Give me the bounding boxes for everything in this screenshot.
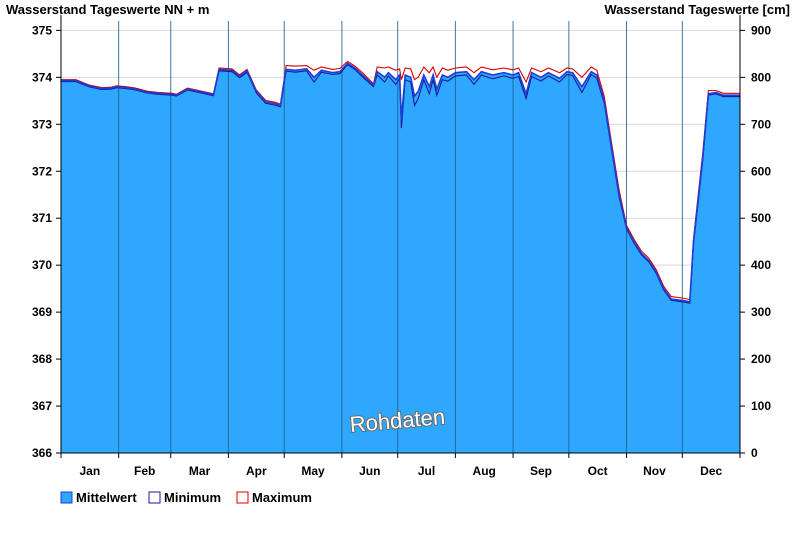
- right-tick-label-600: 600: [751, 164, 771, 178]
- left-tick-label-369: 369: [32, 305, 52, 319]
- left-tick-label-366: 366: [32, 446, 52, 460]
- left-tick-label-374: 374: [32, 70, 52, 84]
- right-tick-label-0: 0: [751, 446, 758, 460]
- legend-label-minimum: Minimum: [164, 490, 221, 505]
- plot-area: [61, 63, 740, 454]
- legend-item-maximum: Maximum: [236, 490, 312, 505]
- right-tick-label-800: 800: [751, 70, 771, 84]
- series-line-mittelwert: [61, 62, 740, 303]
- right-tick-label-200: 200: [751, 352, 771, 366]
- left-tick-label-367: 367: [32, 399, 52, 413]
- right-tick-label-300: 300: [751, 305, 771, 319]
- month-label-nov: Nov: [643, 464, 666, 478]
- axes: [56, 15, 745, 458]
- tick-labels: 366 367 368 369 370 371 372 373 374 375 0 100 200 300…: [32, 23, 771, 478]
- month-label-jan: Jan: [79, 464, 100, 478]
- left-tick-label-373: 373: [32, 117, 52, 131]
- legend-swatch-minimum: [148, 491, 161, 504]
- month-label-sep: Sep: [530, 464, 552, 478]
- month-label-feb: Feb: [134, 464, 155, 478]
- legend-item-minimum: Minimum: [148, 490, 221, 505]
- legend-label-mittelwert: Mittelwert: [76, 490, 137, 505]
- month-label-jul: Jul: [418, 464, 435, 478]
- right-tick-label-500: 500: [751, 211, 771, 225]
- right-axis-title: Wasserstand Tageswerte [cm]: [604, 2, 790, 17]
- left-axis-title: Wasserstand Tageswerte NN + m: [6, 2, 209, 17]
- left-tick-label-370: 370: [32, 258, 52, 272]
- series-lines: [61, 60, 740, 304]
- month-label-oct: Oct: [588, 464, 608, 478]
- left-tick-label-372: 372: [32, 164, 52, 178]
- legend-swatch-maximum: [236, 491, 249, 504]
- legend: Mittelwert Minimum Maximum: [60, 490, 312, 505]
- legend-label-maximum: Maximum: [252, 490, 312, 505]
- legend-item-mittelwert: Mittelwert: [60, 490, 137, 505]
- month-label-apr: Apr: [246, 464, 267, 478]
- right-tick-label-900: 900: [751, 23, 771, 37]
- right-tick-label-700: 700: [751, 117, 771, 131]
- left-tick-label-368: 368: [32, 352, 52, 366]
- right-tick-label-100: 100: [751, 399, 771, 413]
- left-tick-label-371: 371: [32, 211, 52, 225]
- month-label-aug: Aug: [473, 464, 496, 478]
- month-label-may: May: [301, 464, 325, 478]
- month-label-jun: Jun: [359, 464, 380, 478]
- right-tick-label-400: 400: [751, 258, 771, 272]
- mean-area: [61, 63, 740, 454]
- legend-swatch-mittelwert: [60, 491, 73, 504]
- month-label-dec: Dec: [700, 464, 722, 478]
- month-label-mar: Mar: [189, 464, 211, 478]
- left-tick-label-375: 375: [32, 23, 52, 37]
